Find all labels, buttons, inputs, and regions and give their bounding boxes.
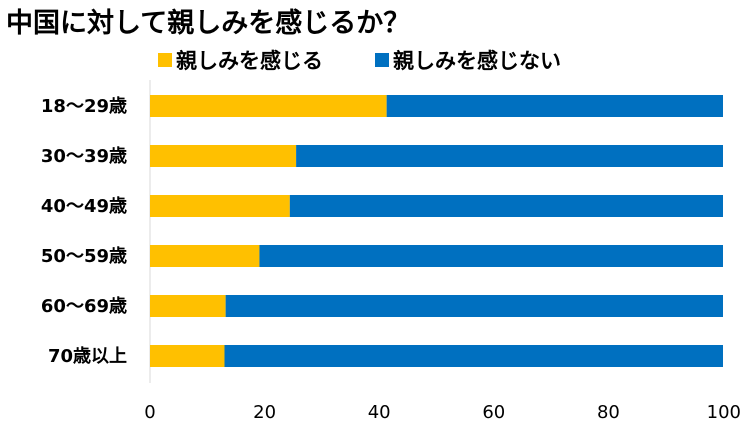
x-tick-label-0: 0 [144, 402, 155, 423]
category-label-2: 40〜49歳 [41, 196, 127, 217]
x-tick-label-1: 20 [253, 402, 276, 423]
bar-2-series-1 [289, 195, 723, 217]
category-label-0: 18〜29歳 [41, 96, 127, 117]
legend-swatch-0 [158, 53, 172, 67]
bar-4-series-0 [150, 295, 226, 317]
bar-1-series-0 [150, 145, 297, 167]
category-label-1: 30〜39歳 [41, 146, 127, 167]
bar-1-series-1 [296, 145, 723, 167]
x-tick-label-3: 60 [482, 402, 505, 423]
x-tick-label-5: 100 [707, 402, 741, 423]
bar-4-series-1 [225, 295, 724, 317]
category-label-5: 70歳以上 [48, 346, 127, 367]
x-tick-labels: 0 20 40 60 80 100 [144, 402, 741, 423]
x-tick-label-2: 40 [368, 402, 391, 423]
bar-2-series-0 [150, 195, 290, 217]
legend-label-0: 親しみを感じる [176, 49, 323, 73]
legend: 親しみを感じる 親しみを感じない [158, 49, 561, 73]
legend-label-1: 親しみを感じない [393, 49, 561, 73]
x-tick-label-4: 80 [597, 402, 620, 423]
bar-3-series-1 [259, 245, 723, 267]
category-label-3: 50〜59歳 [41, 246, 127, 267]
legend-swatch-1 [375, 53, 389, 67]
chart-title: 中国に対して親しみを感じるか？ [6, 7, 410, 39]
category-label-4: 60〜69歳 [41, 296, 127, 317]
bar-0-series-1 [386, 95, 723, 117]
bar-3-series-0 [150, 245, 260, 267]
bar-0-series-0 [150, 95, 387, 117]
category-labels: 18〜29歳 30〜39歳 40〜49歳 50〜59歳 60〜69歳 70歳以上 [41, 96, 127, 367]
bar-5-series-0 [150, 345, 225, 367]
bars-group [150, 95, 724, 367]
bar-5-series-1 [224, 345, 724, 367]
